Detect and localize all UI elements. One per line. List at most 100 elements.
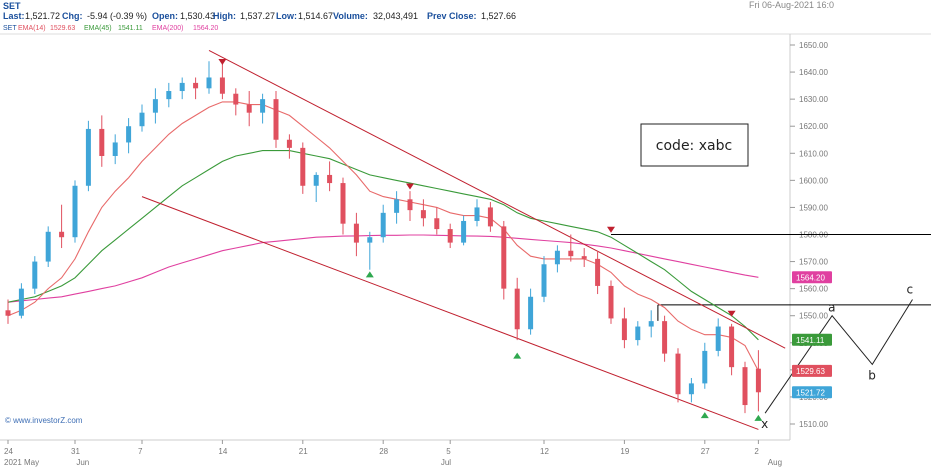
x-tick-label: 21 <box>299 447 308 456</box>
candle-body <box>675 353 681 395</box>
candle-body <box>233 93 239 105</box>
wave-path <box>764 299 913 414</box>
x-tick-sublabel: Jun <box>76 458 89 467</box>
candle <box>461 215 467 246</box>
candle-body <box>635 326 641 341</box>
candle <box>675 348 681 403</box>
candle <box>554 245 560 273</box>
candle-body <box>528 296 534 330</box>
candle <box>286 134 292 159</box>
candle <box>300 142 306 194</box>
candle <box>514 277 520 341</box>
volume-value: 32,043,491 <box>373 11 418 21</box>
candle-body <box>219 77 225 94</box>
candle-body <box>541 264 547 297</box>
candle-body <box>5 310 11 316</box>
swing-low-marker <box>365 271 374 278</box>
candle-body <box>608 285 614 319</box>
candle <box>18 283 24 319</box>
svg-text:Last: 1,521.72 Chg: Last: 1,521.72 Chg: -5.94 (-0.39 %) Open… <box>3 11 516 21</box>
y-tick-label: 1600.00 <box>799 176 828 185</box>
candle <box>313 172 319 203</box>
candle-body <box>461 220 467 243</box>
x-tick-sublabel: 2021 May <box>4 458 39 467</box>
price-badge-text: 1564.20 <box>796 273 825 282</box>
candle <box>367 231 373 270</box>
price-badge-bg <box>792 386 832 399</box>
candle <box>474 199 480 227</box>
y-tick-label: 1570.00 <box>799 258 828 267</box>
x-tick-label: 28 <box>379 447 388 456</box>
swing-markers <box>218 58 763 421</box>
open-label: Open: <box>152 11 178 21</box>
candle <box>742 361 748 414</box>
candle <box>420 199 426 227</box>
candle <box>715 318 721 357</box>
candle-body <box>394 199 400 213</box>
price-badge: 1541.11 <box>792 333 832 346</box>
swing-high-marker <box>727 310 736 317</box>
ema200-series <box>7 234 759 303</box>
candle-body <box>260 99 266 113</box>
candle <box>541 256 547 303</box>
y-tick-label: 1550.00 <box>799 312 828 321</box>
candle <box>99 115 105 167</box>
last-label: Last: <box>3 11 25 21</box>
candle-body <box>340 183 346 224</box>
symbol-title: SET <box>3 1 21 11</box>
candle-body <box>99 128 105 156</box>
candle-body <box>702 350 708 384</box>
swing-high-marker <box>406 183 414 190</box>
swing-low-marker <box>513 352 522 359</box>
candle-body <box>85 128 91 186</box>
candle-body <box>729 326 735 368</box>
candle-body <box>126 126 132 143</box>
candle-body <box>112 142 118 156</box>
price-badge-text: 1541.11 <box>796 336 825 345</box>
volume-label: Volume: <box>333 11 368 21</box>
high-label: High: <box>213 11 236 21</box>
candle-body <box>246 104 252 113</box>
candle-body <box>501 226 507 289</box>
candle <box>179 77 185 100</box>
candle-body <box>353 223 359 243</box>
candle <box>340 177 346 235</box>
legend-ema200-value: 1564.20 <box>193 25 218 32</box>
price-badges: 1564.20 1541.11 1529.63 1521.72 <box>792 271 832 399</box>
y-tick-label: 1590.00 <box>799 203 828 212</box>
channel-line <box>141 196 759 430</box>
candle-body <box>621 318 627 341</box>
candle <box>353 212 359 257</box>
candle <box>487 202 493 232</box>
candle <box>394 191 400 224</box>
note-box[interactable]: code: xabc <box>640 123 749 167</box>
candle <box>139 104 145 132</box>
x-tick-label: 24 <box>4 447 13 456</box>
channel-line <box>208 49 786 349</box>
price-badge-bg <box>792 271 832 284</box>
candle-body <box>742 367 748 406</box>
price-badge-bg <box>792 333 832 346</box>
x-tick-sublabel: Aug <box>768 458 782 467</box>
wave-label-c: c <box>907 282 914 296</box>
candle-body <box>300 147 306 186</box>
legend-ema14-label: EMA(14) <box>18 25 46 32</box>
candle <box>152 88 158 124</box>
candle <box>635 321 641 346</box>
x-tick-label: 27 <box>701 447 710 456</box>
candle-body <box>514 288 520 330</box>
candle <box>688 377 694 403</box>
candle <box>501 220 507 300</box>
candle-body <box>595 258 601 286</box>
candle-body <box>568 250 574 257</box>
candle-body <box>662 321 668 354</box>
high-value: 1,537.27 <box>240 11 275 21</box>
x-tick-label: 12 <box>540 447 549 456</box>
candle <box>434 207 440 235</box>
candle <box>45 226 51 267</box>
candle <box>702 342 708 389</box>
candle-body <box>59 231 65 238</box>
candle-body <box>193 82 199 89</box>
candle <box>32 256 38 295</box>
